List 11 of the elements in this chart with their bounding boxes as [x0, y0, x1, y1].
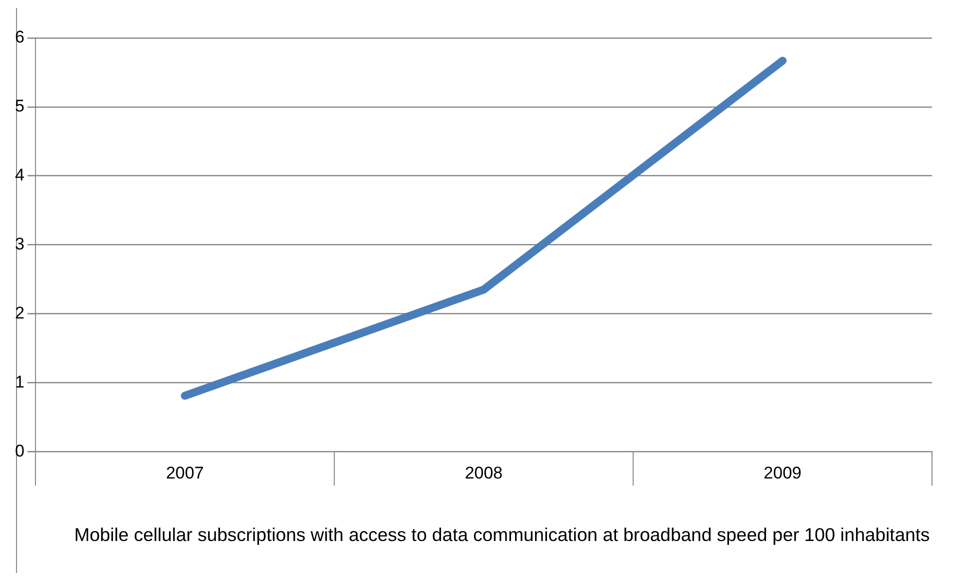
y-tick-label: 1 [14, 372, 24, 392]
y-tick-label: 2 [14, 303, 24, 322]
y-tick-label: 5 [14, 96, 24, 116]
y-tick-label: 6 [14, 28, 24, 47]
y-tick-label: 4 [14, 166, 24, 185]
x-axis-title: Mobile cellular subscriptions with access to data communication at broadband speed per 100 inhabitants [73, 524, 931, 546]
y-tick-label: 3 [14, 234, 24, 254]
x-tick-label: 2007 [166, 463, 204, 482]
x-tick-label: 2009 [764, 463, 802, 482]
x-tick-label: 2008 [464, 463, 503, 482]
y-tick-label: 0 [14, 441, 24, 460]
